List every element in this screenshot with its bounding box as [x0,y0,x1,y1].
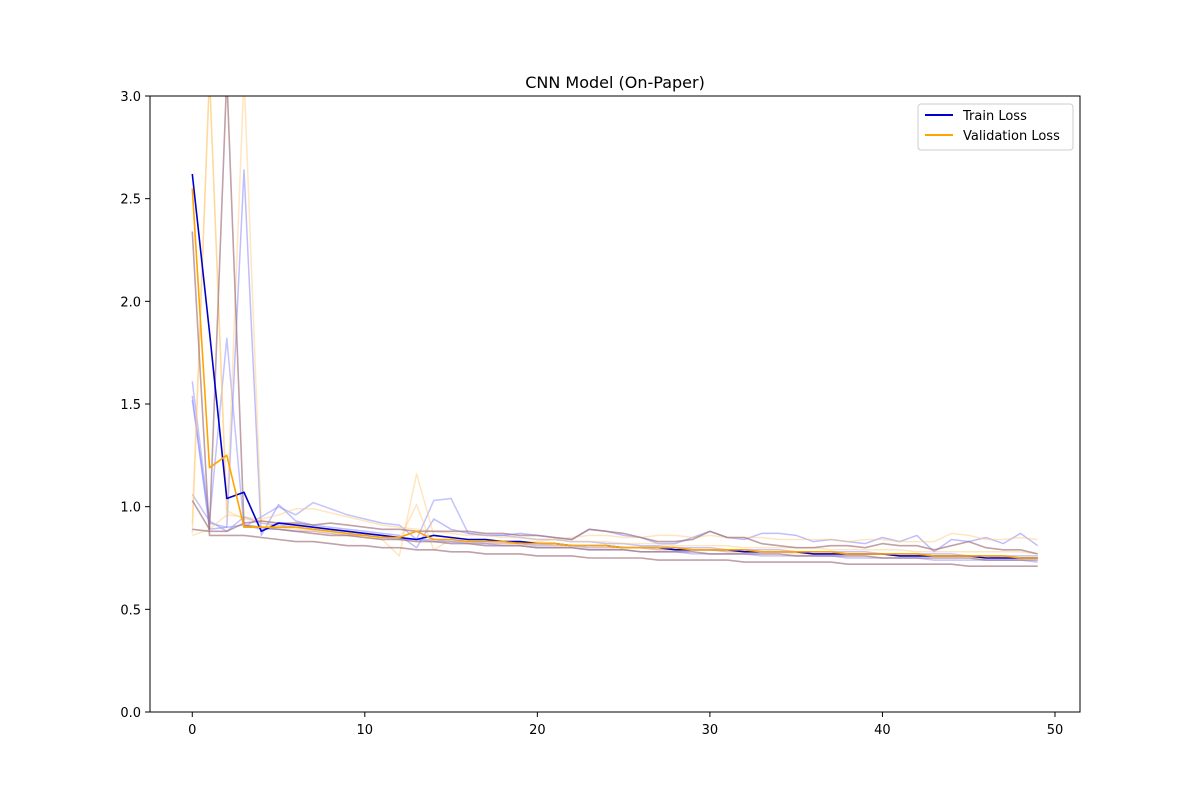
y-tick-label: 1.0 [120,501,141,516]
y-tick-label: 2.5 [120,193,141,208]
series-line-run-9 [191,231,1038,568]
series-line-run-6 [191,96,1038,557]
y-tick-label: 0.0 [120,706,141,721]
series-line-run-8 [192,507,1038,555]
y-tick-label: 0.5 [120,603,141,618]
series-line-validation-loss [191,188,1038,559]
y-tick-label: 1.5 [120,398,141,413]
y-tick-label: 2.0 [120,295,141,310]
legend: Train Loss Validation Loss [917,103,1074,151]
series-line-run-11 [192,520,1038,555]
x-axis: 0 10 20 30 40 50 [188,712,1063,738]
series-layer [191,96,1039,568]
x-tick-label: 20 [529,723,546,738]
series-line-run-2 [191,169,1039,553]
legend-label-train-loss: Train Loss [962,109,1027,124]
x-tick-label: 0 [188,723,196,738]
chart-title: CNN Model (On-Paper) [525,73,705,92]
series-line-run-10 [191,96,1038,561]
y-tick-label: 3.0 [120,90,141,105]
x-tick-label: 50 [1047,723,1064,738]
x-tick-label: 40 [874,723,891,738]
y-axis: 0.0 0.5 1.0 1.5 2.0 2.5 3.0 [120,90,150,721]
x-tick-label: 10 [357,723,374,738]
legend-label-validation-loss: Validation Loss [963,129,1060,144]
legend-box [917,103,1074,151]
x-tick-label: 30 [702,723,719,738]
